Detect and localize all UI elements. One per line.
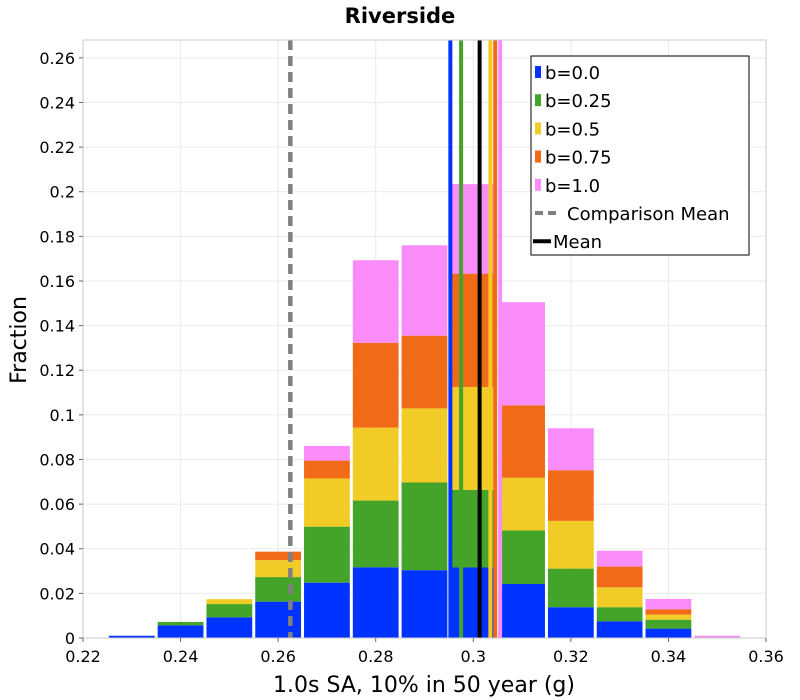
bar-segment [352,500,399,568]
bar-segment [645,614,692,620]
x-tick-label: 0.32 [553,647,589,666]
y-tick-label: 0.12 [39,361,75,380]
x-tick-label: 0.34 [651,647,687,666]
bar-segment [547,568,594,608]
legend-label: b=0.25 [545,91,612,112]
y-tick-label: 0.04 [39,540,75,559]
x-tick-label: 0.22 [65,647,101,666]
bar-segment [206,599,253,605]
bar-segment [304,526,350,583]
legend-swatch [535,66,541,78]
x-tick-label: 0.24 [163,647,199,666]
bar-segment [499,477,545,531]
legend-label: Mean [553,232,602,253]
y-tick-label: 0.18 [39,227,75,246]
bar-segment [645,628,692,638]
bar-segment [255,577,302,602]
bar-segment [645,609,692,615]
bar-segment [304,478,350,527]
bar-segment [157,621,204,626]
bar-segment [401,245,448,336]
legend-label: b=0.0 [545,63,600,84]
bar-segment [352,427,399,501]
bar-segment [547,428,594,471]
bar-segment [255,560,302,578]
x-axis-title: 1.0s SA, 10% in 50 year (g) [273,673,575,698]
bar-segment [352,567,399,638]
bar-segment [547,470,594,521]
bar-segment [596,621,643,638]
legend-swatch [535,178,541,191]
y-tick-label: 0.08 [39,450,75,469]
bar-segment [255,601,302,638]
y-tick-label: 0 [65,629,75,648]
y-axis-title: Fraction [7,296,32,384]
y-tick-label: 0.02 [39,584,75,603]
bar-segment [401,570,448,638]
y-tick-label: 0.16 [39,272,75,291]
bar-segment [352,342,399,428]
y-tick-label: 0.22 [39,138,75,157]
bar-segment [499,530,545,585]
bar-segment [401,482,448,571]
legend: b=0.0 b=0.25 b=0.5 b=0.75 b=1.0 Comparison Me… [530,55,750,256]
bar-segment [157,625,204,638]
bar-segment [694,635,741,638]
legend-swatch [535,94,541,107]
x-tick-label: 0.36 [748,647,784,666]
bar-segment [304,582,350,638]
y-tick-label: 0.14 [39,317,75,336]
bar-segment [596,566,643,588]
bar-segment [108,635,155,638]
mean-lines [288,40,503,638]
plot-frame [82,39,767,639]
y-tick-label: 0.26 [39,49,75,68]
x-tick-label: 0.28 [358,647,394,666]
bar-segment [547,520,594,569]
chart-title: Riverside [345,4,456,28]
legend-label: b=0.75 [545,148,612,169]
bar-segment [596,607,643,622]
legend-swatch [535,122,541,135]
legend-label: b=0.5 [545,119,600,140]
bar-segment [352,260,399,343]
bar-segment [206,604,253,618]
bar-segment [401,408,448,483]
bar-segment [499,405,545,478]
bar-segment [499,584,545,638]
axes: 0 0.02 0.04 0.06 0.08 0.1 0.12 0.14 0.16 0.18 0.2 0… [39,49,783,666]
y-tick-label: 0.1 [50,406,75,425]
x-tick-label: 0.26 [260,647,296,666]
x-tick-label: 0.3 [461,647,486,666]
legend-label: b=1.0 [545,176,600,197]
y-tick-label: 0.24 [39,93,75,112]
bar-segment [304,460,350,479]
bar-segment [645,598,692,610]
bar-segment [596,587,643,608]
legend-label: Comparison Mean [567,204,730,225]
legend-swatch [535,150,541,163]
bar-segment [645,619,692,629]
bar-segment [304,445,350,461]
bar-segment [596,550,643,567]
bar-segment [255,551,302,561]
bar-segment [206,617,253,638]
legend-box [530,55,750,256]
y-tick-label: 0.06 [39,495,75,514]
y-tick-label: 0.2 [50,183,75,202]
bar-segment [547,607,594,638]
bar-segment [401,335,448,409]
bar-segment [499,302,545,406]
